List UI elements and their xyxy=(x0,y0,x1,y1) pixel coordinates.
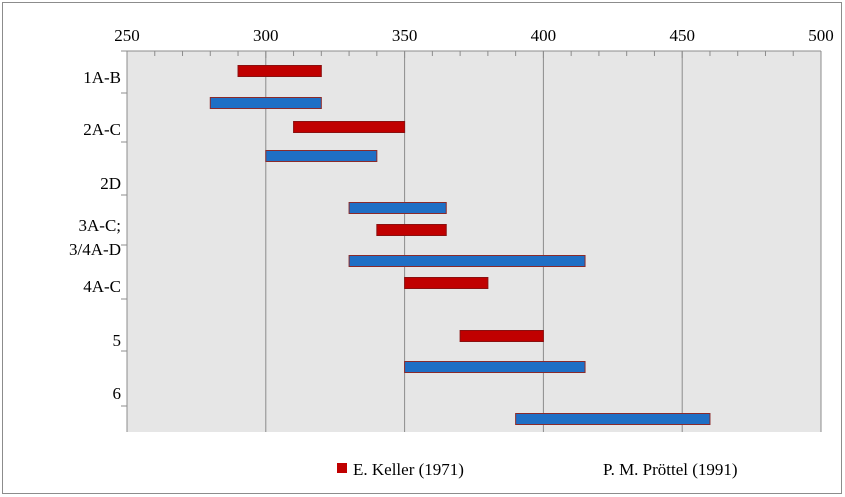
bar-prottel-1 xyxy=(265,150,378,162)
legend: E. Keller (1971) P. M. Pröttel (1991) xyxy=(337,460,738,479)
category-label: 1A-B xyxy=(83,68,121,87)
category-label: 3A-C; xyxy=(79,216,122,235)
x-tick-label: 350 xyxy=(392,26,418,45)
bar-prottel-3 xyxy=(348,255,586,267)
bar-keller-2 xyxy=(376,224,447,236)
legend-label: E. Keller (1971) xyxy=(353,460,464,479)
category-label: 6 xyxy=(113,384,122,403)
bar-prottel-5 xyxy=(515,413,711,425)
legend-swatch-keller xyxy=(337,463,347,473)
category-label: 5 xyxy=(113,331,122,350)
bar-prottel-4 xyxy=(404,361,586,373)
bar-prottel-0 xyxy=(209,97,322,109)
category-label: 2D xyxy=(100,174,121,193)
category-label: 3/4A-D xyxy=(69,240,121,259)
chart-svg: 250 300 350 400 450 500 1A-B 2A-C 2D 3A-C; 3/4A-D 4… xyxy=(69,26,834,479)
category-label: 4A-C xyxy=(83,277,121,296)
x-tick-label: 400 xyxy=(531,26,557,45)
x-tick-label: 300 xyxy=(253,26,279,45)
labels: 250 300 350 400 450 500 1A-B 2A-C 2D 3A-C; 3/4A-D 4… xyxy=(69,26,834,403)
bar-keller-0 xyxy=(237,65,322,77)
bar-prottel-2 xyxy=(348,202,447,214)
bars xyxy=(209,65,711,425)
legend-label: P. M. Pröttel (1991) xyxy=(603,460,738,479)
category-label: 2A-C xyxy=(83,120,121,139)
x-tick-label: 250 xyxy=(114,26,140,45)
x-tick-label: 450 xyxy=(669,26,695,45)
axes xyxy=(121,50,822,432)
bar-keller-3 xyxy=(404,277,489,289)
bar-keller-4 xyxy=(459,330,544,342)
bar-keller-1 xyxy=(293,121,406,133)
x-tick-label: 500 xyxy=(808,26,834,45)
